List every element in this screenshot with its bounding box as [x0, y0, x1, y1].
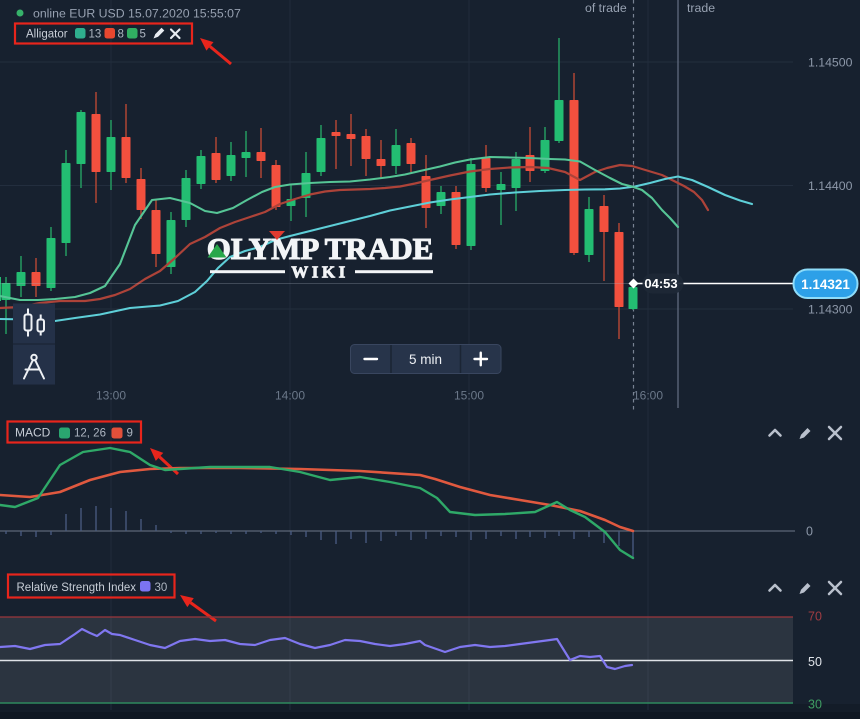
svg-text:13: 13	[89, 29, 102, 41]
svg-text:1.14500: 1.14500	[808, 56, 853, 70]
svg-text:1.14300: 1.14300	[808, 303, 853, 317]
svg-text:04:53: 04:53	[644, 276, 677, 291]
svg-text:Relative Strength Index: Relative Strength Index	[17, 582, 137, 594]
svg-text:8: 8	[118, 29, 124, 41]
svg-text:70: 70	[808, 610, 822, 624]
svg-text:OLYMP TRADE: OLYMP TRADE	[207, 231, 434, 266]
svg-text:9: 9	[127, 428, 133, 440]
svg-text:30: 30	[155, 582, 168, 594]
svg-text:15:00: 15:00	[454, 389, 484, 403]
svg-text:50: 50	[808, 655, 822, 669]
svg-text:30: 30	[808, 698, 822, 712]
svg-text:of trade: of trade	[585, 1, 627, 15]
svg-text:trade: trade	[687, 1, 715, 15]
svg-text:1.14321: 1.14321	[801, 277, 850, 292]
svg-text:16:00: 16:00	[633, 389, 663, 403]
svg-text:5: 5	[140, 29, 146, 41]
svg-text:13:00: 13:00	[96, 389, 126, 403]
svg-text:MACD: MACD	[15, 426, 51, 440]
svg-text:14:00: 14:00	[275, 389, 305, 403]
svg-text:online EUR USD 15.07.2020 15:: online EUR USD 15.07.2020 15:55:07	[33, 7, 241, 21]
svg-text:0: 0	[806, 525, 813, 539]
svg-text:5 min: 5 min	[409, 352, 442, 367]
svg-text:1.14400: 1.14400	[808, 179, 853, 193]
svg-text:Alligator: Alligator	[26, 29, 68, 41]
svg-text:12, 26: 12, 26	[74, 428, 106, 440]
svg-text:WIKI: WIKI	[291, 263, 348, 282]
